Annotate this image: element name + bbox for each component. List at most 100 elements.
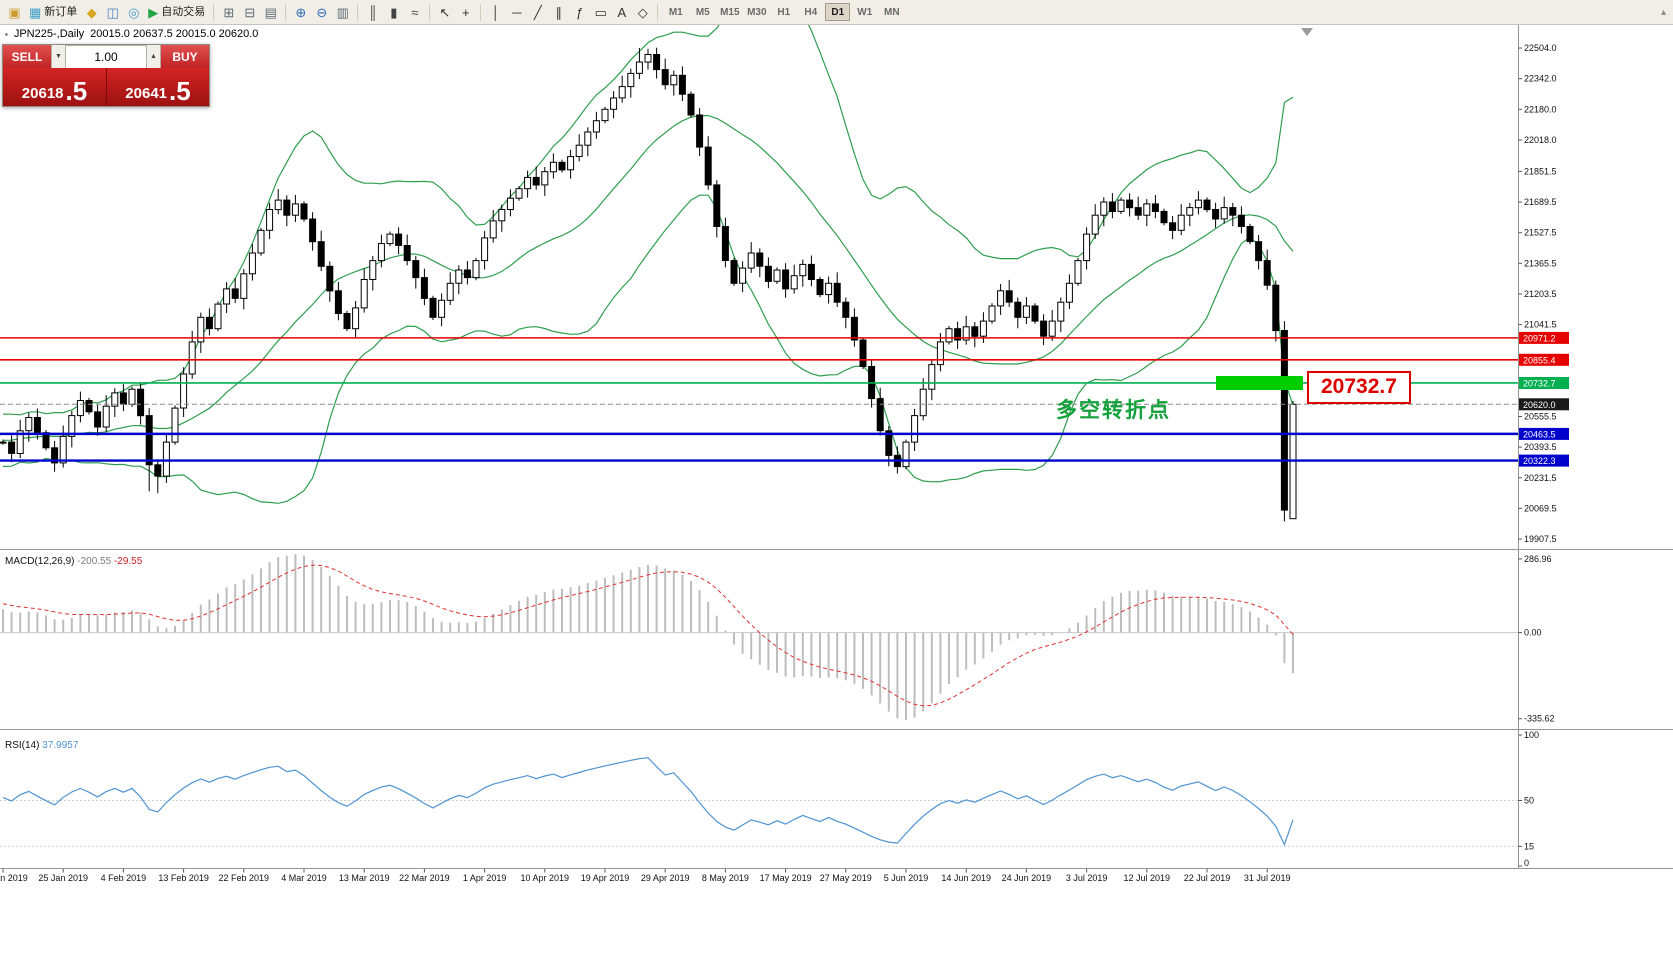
price-tick-label: 20069.5 <box>1524 503 1557 513</box>
highlight-box[interactable] <box>1216 376 1303 390</box>
toolbar-separator <box>213 3 215 21</box>
bars-chart-icon[interactable]: ║ <box>362 2 383 22</box>
buy-price-display[interactable]: 20641 .5 <box>106 68 209 106</box>
cascade-windows-icon: ▤ <box>264 4 277 20</box>
cursor-icon[interactable]: ↖ <box>434 2 455 22</box>
macd-label: MACD(12,26,9) -200.55 -29.55 <box>5 556 143 567</box>
volume-input[interactable] <box>66 45 146 68</box>
timeframe-button-w1[interactable]: W1 <box>857 6 873 18</box>
chart-wizard-icon[interactable]: ◆ <box>81 2 102 22</box>
buy-price-frac: .5 <box>169 75 191 106</box>
trendline-icon[interactable]: ╱ <box>527 2 548 22</box>
rsi-axis-label: 0 <box>1524 858 1529 868</box>
sell-price-display[interactable]: 20618 .5 <box>3 68 106 106</box>
volume-decrease-button[interactable]: ▼ <box>51 45 66 68</box>
autotrading-button[interactable]: ▶ 自动交易 <box>144 2 209 22</box>
new-order-button[interactable]: ▦ 新订单 <box>25 2 81 22</box>
date-label: 13 Mar 2019 <box>339 873 390 883</box>
date-label: 22 Mar 2019 <box>399 873 450 883</box>
zoom-in-icon: ⊕ <box>295 4 307 20</box>
bollinger-band-lower <box>2 194 1294 504</box>
zoom-out-icon: ⊖ <box>316 4 328 20</box>
date-label: 16 Jan 2019 <box>0 873 28 883</box>
new-chart-icon[interactable]: ⊞ <box>218 2 239 22</box>
price-tag-label: 20463.5 <box>1523 429 1556 439</box>
price-tag <box>1519 454 1569 467</box>
line-chart-icon: ≈ <box>411 4 419 20</box>
date-label: 19 Apr 2019 <box>581 873 630 883</box>
autotrading-button-label: 自动交易 <box>161 5 206 18</box>
level-price-label[interactable]: 20732.7 <box>1307 371 1411 404</box>
vertical-line-icon[interactable]: │ <box>485 2 506 22</box>
price-tick-label: 21527.5 <box>1524 228 1557 238</box>
candlestick-series <box>0 47 1297 522</box>
line-chart-icon[interactable]: ≈ <box>404 2 425 22</box>
price-tick-label: 21203.5 <box>1524 289 1557 299</box>
tile-windows-icon[interactable]: ⊟ <box>239 2 260 22</box>
price-tag-label: 20855.4 <box>1523 355 1556 365</box>
macd-signal-line <box>2 564 1294 707</box>
macd-axis-label: 286.96 <box>1524 554 1552 564</box>
timeframe-button-m15[interactable]: M15 <box>720 6 740 18</box>
cascade-windows-icon[interactable]: ▤ <box>260 2 281 22</box>
buy-button[interactable]: BUY <box>161 45 209 68</box>
price-tick-label: 20555.5 <box>1524 411 1557 421</box>
volume-increase-button[interactable]: ▲ <box>146 45 161 68</box>
buy-price-int: 20641 <box>125 84 168 102</box>
timeframe-button-m5[interactable]: M5 <box>695 6 710 18</box>
price-tag <box>1519 353 1569 366</box>
timeframe-button-h1[interactable]: H1 <box>777 6 791 18</box>
main-toolbar: ▣ ▦ 新订单 ◆ ◫ ◎ ▶ 自动交易 ⊞ ⊟ ▤ ⊕ ⊖ ▥ ║ ▮ ≈ ↖ + │ ─ ╱ ∥ ƒ ▭ A ◇ M1 M5 M15 M… <box>0 0 1673 25</box>
timeframe-button-m1[interactable]: M1 <box>668 6 683 18</box>
zoom-in-icon[interactable]: ⊕ <box>290 2 311 22</box>
shapes-icon[interactable]: ▭ <box>590 2 611 22</box>
channel-icon[interactable]: ∥ <box>548 2 569 22</box>
text-label-icon[interactable]: A <box>611 2 632 22</box>
chart-shift-marker <box>1301 28 1313 36</box>
timeframe-button-m30[interactable]: M30 <box>747 6 767 18</box>
toolbar-separator <box>429 3 431 21</box>
refresh-icon[interactable]: ◎ <box>123 2 144 22</box>
trendline-icon: ╱ <box>533 4 542 20</box>
price-tick-label: 22504.0 <box>1524 43 1557 53</box>
grid-icon[interactable]: ▥ <box>332 2 353 22</box>
toolbar-separator <box>357 3 359 21</box>
date-label: 17 May 2019 <box>760 873 812 883</box>
date-label: 31 Jul 2019 <box>1244 873 1291 883</box>
toolbar-separator <box>480 3 482 21</box>
price-tick-label: 22180.0 <box>1524 104 1557 114</box>
shapes-icon: ▭ <box>594 4 607 20</box>
arrow-objects-icon: ◇ <box>637 4 648 20</box>
arrow-objects-icon[interactable]: ◇ <box>632 2 653 22</box>
toolbar-group: ⊞ ⊟ ▤ <box>218 2 281 22</box>
price-tick-label: 22018.0 <box>1524 135 1557 145</box>
timeframe-button-h4[interactable]: H4 <box>804 6 818 18</box>
fibonacci-icon[interactable]: ƒ <box>569 2 590 22</box>
date-label: 22 Feb 2019 <box>219 873 270 883</box>
turning-point-annotation[interactable]: 多空转折点 <box>1056 399 1171 422</box>
profiles-icon[interactable]: ◫ <box>102 2 123 22</box>
candlestick-chart-icon[interactable]: ▮ <box>383 2 404 22</box>
price-tag-label: 20322.3 <box>1523 456 1556 466</box>
sell-price-int: 20618 <box>21 84 64 102</box>
refresh-icon: ◎ <box>128 4 140 20</box>
zoom-out-icon[interactable]: ⊖ <box>311 2 332 22</box>
app-icon[interactable]: ▣ <box>4 2 25 22</box>
candlestick-chart-icon: ▮ <box>390 4 398 20</box>
chart-wizard-icon: ◆ <box>86 4 97 20</box>
timeframe-button-mn[interactable]: MN <box>884 6 900 18</box>
date-label: 8 May 2019 <box>702 873 749 883</box>
new-order-icon: ▦ <box>29 4 42 20</box>
toolbar-overflow-icon[interactable]: ▴ <box>1660 6 1666 18</box>
timeframe-button-d1[interactable]: D1 <box>825 3 851 21</box>
price-tick-label: 20231.5 <box>1524 473 1557 483</box>
sell-button[interactable]: SELL <box>3 45 51 68</box>
date-label: 1 Apr 2019 <box>463 873 507 883</box>
toolbar-group: │ ─ ╱ ∥ ƒ ▭ A ◇ <box>485 2 653 22</box>
crosshair-icon[interactable]: + <box>455 2 476 22</box>
price-tag-label: 20732.7 <box>1523 379 1556 389</box>
horizontal-line-icon[interactable]: ─ <box>506 2 527 22</box>
rsi-axis-label: 100 <box>1524 730 1539 740</box>
